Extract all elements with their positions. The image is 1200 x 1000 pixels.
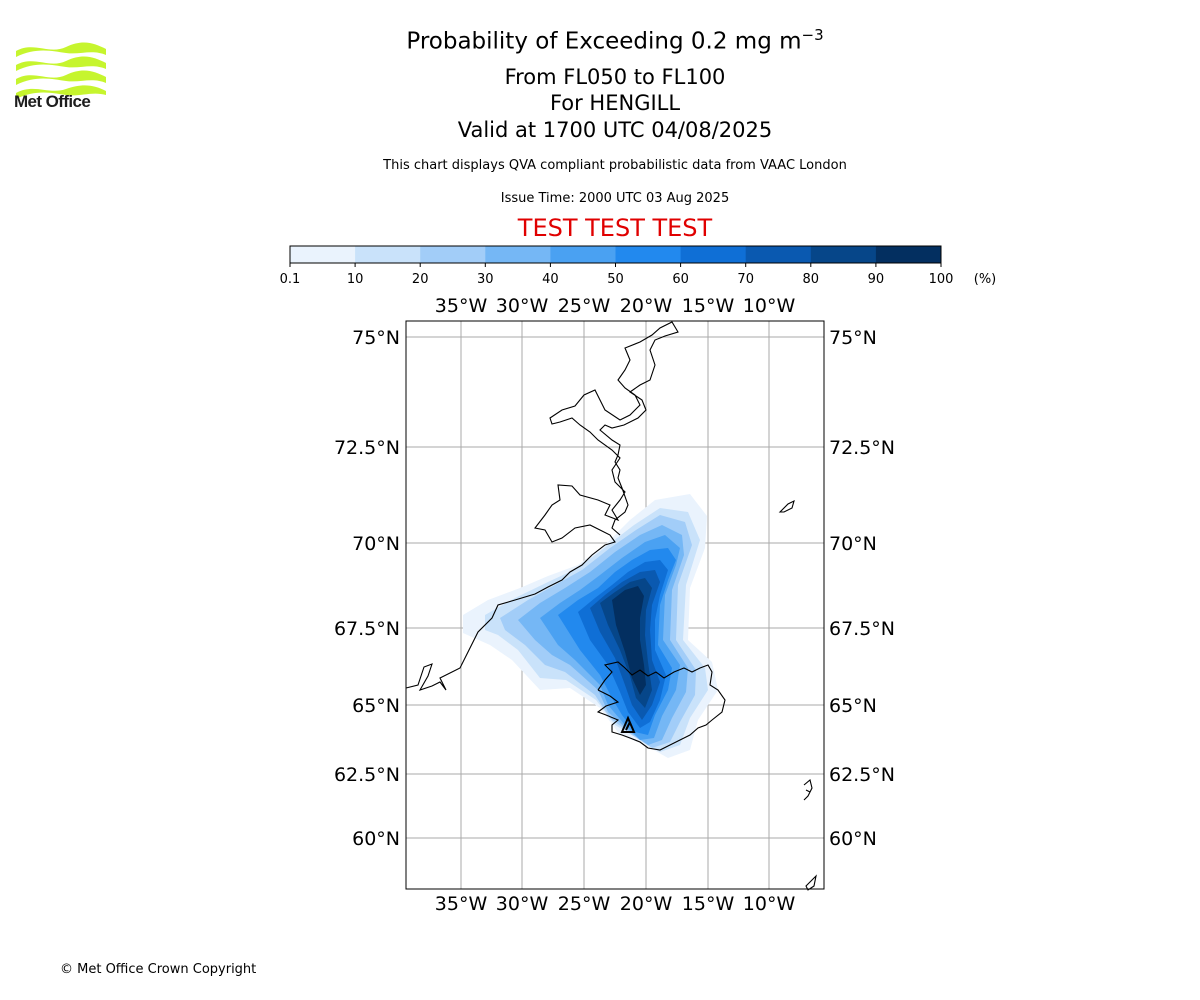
met-office-logo-icon — [16, 42, 106, 99]
colorbar-tick-label: 10 — [347, 272, 364, 287]
copyright: © Met Office Crown Copyright — [60, 962, 257, 977]
colorbar-segment — [550, 246, 616, 263]
colorbar-segment — [810, 246, 877, 263]
colorbar-segment — [745, 246, 812, 263]
latitude-label: 70°N — [352, 533, 400, 555]
greenland-coast — [405, 321, 679, 691]
colorbar: 0.1 10 20 30 40 50 60 70 80 90 100 (%) — [280, 245, 997, 287]
jan-mayen-coast — [778, 499, 795, 513]
latitude-label: 60°N — [829, 828, 877, 850]
longitude-label: 20°W — [620, 893, 673, 915]
longitude-label: 30°W — [496, 295, 549, 317]
test-banner: TEST TEST TEST — [517, 214, 713, 242]
latitude-label: 62.5°N — [334, 764, 400, 786]
longitude-label: 20°W — [620, 295, 673, 317]
colorbar-segment — [355, 246, 421, 263]
latitude-labels-right: 75°N 72.5°N 70°N 67.5°N 65°N 62.5°N 60°N — [829, 327, 895, 850]
map-frame — [405, 320, 825, 890]
colorbar-tick-label: 30 — [477, 272, 494, 287]
latitude-label: 72.5°N — [334, 437, 400, 459]
subtitle: This chart displays QVA compliant probab… — [383, 158, 847, 173]
latitude-labels-left: 75°N 72.5°N 70°N 67.5°N 65°N 62.5°N 60°N — [334, 327, 400, 850]
longitude-label: 25°W — [558, 295, 611, 317]
longitude-label: 10°W — [743, 893, 796, 915]
issue-time: Issue Time: 2000 UTC 03 Aug 2025 — [500, 191, 730, 206]
colorbar-segment — [485, 246, 551, 263]
colorbar-tick-label: 80 — [803, 272, 820, 287]
colorbar-tick-label: 20 — [412, 272, 429, 287]
longitude-label: 35°W — [435, 893, 488, 915]
latitude-label: 67.5°N — [334, 618, 400, 640]
longitude-label: 15°W — [682, 893, 735, 915]
faroe-islands-coast — [803, 779, 813, 801]
colorbar-segment — [290, 246, 356, 263]
colorbar-segment — [615, 246, 682, 263]
latitude-label: 75°N — [829, 327, 877, 349]
colorbar-tick-label: 40 — [542, 272, 559, 287]
plume-band-9 — [612, 586, 646, 695]
colorbar-segment — [875, 246, 942, 263]
title-line-3: For HENGILL — [549, 91, 681, 115]
title-main: Probability of Exceeding 0.2 mg m — [406, 28, 802, 55]
colorbar-segment — [680, 246, 747, 263]
colorbar-tick-label: 70 — [737, 272, 754, 287]
longitude-label: 25°W — [558, 893, 611, 915]
latitude-label: 75°N — [352, 327, 400, 349]
logo-text: Met Office — [14, 92, 91, 111]
title-exponent: −3 — [801, 26, 824, 44]
title-line-2: From FL050 to FL100 — [504, 65, 726, 89]
latitude-label: 60°N — [352, 828, 400, 850]
latitude-label: 67.5°N — [829, 618, 895, 640]
latitude-label: 65°N — [352, 695, 400, 717]
longitude-label: 30°W — [496, 893, 549, 915]
latitude-label: 62.5°N — [829, 764, 895, 786]
longitude-labels-bottom: 35°W 30°W 25°W 20°W 15°W 10°W — [435, 893, 796, 915]
colorbar-tick-label: 0.1 — [280, 272, 301, 287]
colorbar-tick-label: 100 — [929, 272, 954, 287]
title-line-1: Probability of Exceeding 0.2 mg m−3 — [0, 26, 1200, 55]
volcano-marker — [620, 715, 636, 733]
ash-probability-plume — [463, 494, 718, 758]
latitude-label: 65°N — [829, 695, 877, 717]
colorbar-unit-label: (%) — [974, 272, 997, 287]
colorbar-tick-label: 60 — [672, 272, 689, 287]
longitude-label: 35°W — [435, 295, 488, 317]
longitude-label: 15°W — [682, 295, 735, 317]
latitude-label: 70°N — [829, 533, 877, 555]
longitude-label: 10°W — [743, 295, 796, 317]
title-line-4: Valid at 1700 UTC 04/08/2025 — [457, 118, 773, 142]
latitude-label: 72.5°N — [829, 437, 895, 459]
longitude-labels-top: 35°W 30°W 25°W 20°W 15°W 10°W — [435, 295, 796, 317]
colorbar-tick-label: 50 — [607, 272, 624, 287]
iceland-coast — [596, 661, 726, 751]
colorbar-tick-label: 90 — [868, 272, 885, 287]
colorbar-segment — [420, 246, 486, 263]
